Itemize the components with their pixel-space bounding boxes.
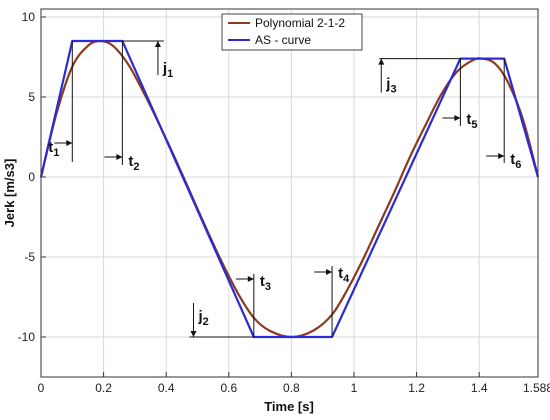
plot-background — [41, 9, 538, 377]
plot-frame — [40, 8, 539, 378]
curves — [39, 39, 540, 339]
y-tick-label: -10 — [18, 330, 36, 344]
x-tick-label: 0.8 — [283, 381, 300, 395]
x-tick-label: 1.588 — [523, 381, 550, 395]
x-tick-label: 0.2 — [95, 381, 112, 395]
x-axis-label: Time [s] — [264, 399, 314, 414]
legend-box — [221, 13, 363, 51]
annotation-t3: t3 — [260, 273, 271, 293]
grid — [41, 9, 538, 377]
j1-arrowhead — [154, 41, 161, 47]
y-tick-label: 0 — [28, 170, 35, 184]
x-tick-label: 1.4 — [471, 381, 488, 395]
t4-arrowhead — [326, 269, 333, 275]
series-line-as-curve — [39, 39, 540, 339]
x-tick-label: 1 — [351, 381, 358, 395]
annotation-j1: j1 — [162, 60, 173, 80]
annotation-t2: t2 — [128, 153, 139, 173]
t5-arrowhead — [454, 115, 461, 121]
j2-arrowhead — [190, 331, 197, 337]
y-tick-label: 10 — [22, 10, 36, 24]
annotation-t6: t6 — [510, 151, 521, 171]
t6-arrowhead — [498, 153, 505, 159]
legend-label-as-curve: AS - curve — [255, 33, 311, 47]
x-tick-label: 0 — [38, 381, 45, 395]
annotation-t1: t1 — [48, 139, 59, 159]
annotation-j2: j2 — [197, 308, 208, 328]
annotation-j3: j3 — [385, 76, 396, 96]
y-tick-label: -5 — [24, 250, 35, 264]
x-tick-label: 1.2 — [408, 381, 425, 395]
legend-label-polynomial: Polynomial 2-1-2 — [255, 16, 345, 30]
y-axis-label: Jerk [m/s3] — [2, 159, 17, 228]
annotation-t5: t5 — [466, 111, 477, 131]
annotations: t1 t2 j1 t3 t4 j2 j3 t5 t6 — [48, 40, 521, 338]
j3-arrowhead — [378, 58, 385, 65]
t3-arrowhead — [247, 276, 254, 282]
axis-ticks: 0 0.2 0.4 0.6 0.8 1 1.2 1.4 1.588 -10 -5 0 5 10 — [18, 10, 550, 395]
legend: Polynomial 2-1-2 AS - curve — [221, 13, 363, 51]
y-tick-label: 5 — [28, 90, 35, 104]
t1-arrowhead — [66, 140, 73, 146]
x-tick-label: 0.4 — [158, 381, 175, 395]
x-tick-label: 0.6 — [220, 381, 237, 395]
t2-arrowhead — [116, 154, 123, 160]
annotation-t4: t4 — [338, 265, 350, 285]
